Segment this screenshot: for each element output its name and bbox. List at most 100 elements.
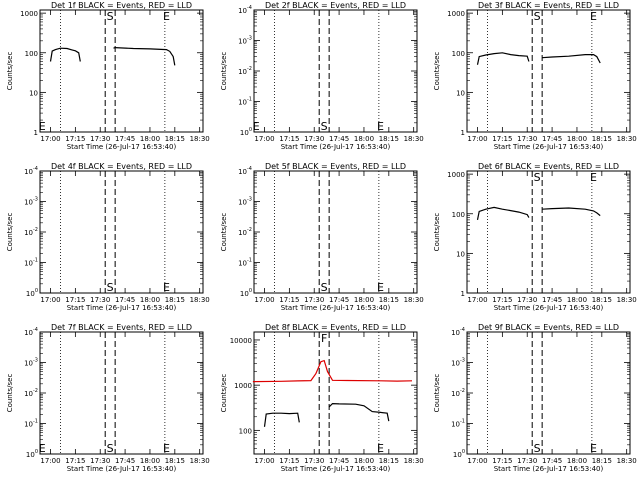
y-tick-label: 100	[239, 427, 252, 435]
series-line	[113, 46, 176, 66]
x-tick-label: 17:15	[492, 296, 512, 304]
y-tick-exponent: -2	[247, 227, 252, 233]
y-tick-label: 10	[456, 89, 465, 97]
event-marker-label: E	[39, 120, 46, 133]
event-marker-label: S	[534, 442, 541, 455]
y-tick-label: 10-1	[238, 97, 252, 107]
y-tick-base: 10	[238, 7, 247, 15]
event-marker-label: E	[163, 281, 170, 294]
y-tick-label: 10-3	[238, 36, 252, 46]
y-tick-base: 10	[451, 390, 460, 398]
y-tick-base: 1	[34, 129, 38, 137]
y-tick-base: 1	[461, 129, 465, 137]
y-tick-base: 10	[238, 38, 247, 46]
y-tick-exponent: -4	[460, 327, 465, 333]
chart-panel: Det 5f BLACK = Events, RED = LLD 17:00 17:…	[220, 162, 424, 312]
chart-panel: Det 1f BLACK = Events, RED = LLD 17:00 17:…	[6, 1, 210, 151]
y-tick-exponent: -3	[247, 197, 252, 203]
y-axis-label: Counts/sec	[433, 213, 441, 252]
y-tick-label: 1	[34, 129, 38, 137]
y-tick-label: 10-3	[238, 197, 252, 207]
x-tick-label: 17:30	[304, 457, 324, 465]
x-tick-label: 18:30	[404, 135, 424, 143]
x-tick-label: 17:30	[517, 296, 537, 304]
y-tick-base: 100	[452, 211, 465, 219]
y-tick-label: 10-3	[24, 358, 38, 368]
y-tick-exponent: -1	[247, 97, 252, 103]
y-tick-label: 10-2	[451, 388, 465, 398]
x-axis-label: Start Time (26-Jul-17 16:53:40)	[494, 465, 604, 473]
y-tick-exponent: -1	[247, 258, 252, 264]
x-tick-label: 17:15	[279, 296, 299, 304]
panel-title: Det 9f BLACK = Events, RED = LLD	[478, 323, 619, 332]
y-tick-label: 10	[456, 250, 465, 258]
x-tick-label: 17:15	[65, 457, 85, 465]
y-tick-exponent: -2	[247, 66, 252, 72]
plot-frame	[253, 170, 418, 294]
y-tick-exponent: -4	[247, 5, 252, 11]
event-marker-label: E	[590, 171, 597, 184]
event-marker-label: S	[534, 171, 541, 184]
x-tick-label: 17:30	[304, 135, 324, 143]
y-tick-base: 10	[24, 199, 33, 207]
event-marker-label: S	[107, 281, 114, 294]
y-tick-base: 10	[453, 451, 462, 459]
y-tick-exponent: -2	[460, 388, 465, 394]
x-tick-label: 18:30	[404, 457, 424, 465]
y-tick-exponent: 0	[35, 288, 38, 294]
y-tick-base: 10	[238, 199, 247, 207]
x-tick-label: 17:45	[115, 135, 135, 143]
plot-frame	[39, 170, 204, 294]
y-tick-base: 10	[238, 168, 247, 176]
y-tick-base: 10	[238, 68, 247, 76]
x-tick-label: 18:30	[617, 135, 637, 143]
y-tick-label: 10-1	[24, 258, 38, 268]
y-tick-base: 1	[461, 290, 465, 298]
y-axis-label: Counts/sec	[6, 374, 14, 413]
series-line	[252, 359, 413, 383]
x-axis-label: Start Time (26-Jul-17 16:53:40)	[67, 465, 177, 473]
chart-panel: Det 7f BLACK = Events, RED = LLD 17:00 17:…	[6, 323, 210, 473]
y-tick-label: 10-2	[24, 388, 38, 398]
y-tick-label: 1000	[447, 10, 465, 18]
y-tick-label: 10-4	[24, 166, 38, 176]
y-tick-exponent: -1	[33, 419, 38, 425]
x-tick-label: 18:00	[354, 457, 374, 465]
plot-frame	[253, 9, 418, 133]
x-tick-label: 17:15	[492, 457, 512, 465]
x-tick-label: 17:45	[329, 457, 349, 465]
event-marker-label: E	[590, 442, 597, 455]
y-tick-label: 100	[26, 449, 38, 459]
y-tick-exponent: 0	[35, 449, 38, 455]
x-tick-label: 17:30	[304, 296, 324, 304]
x-axis-label: Start Time (26-Jul-17 16:53:40)	[67, 143, 177, 151]
x-tick-label: 18:30	[404, 296, 424, 304]
y-tick-exponent: -4	[33, 327, 38, 333]
panel-title: Det 6f BLACK = Events, RED = LLD	[478, 162, 619, 171]
y-tick-label: 10-4	[238, 166, 252, 176]
x-tick-label: 18:00	[354, 135, 374, 143]
y-tick-base: 10	[24, 360, 33, 368]
series-line	[476, 206, 530, 221]
y-tick-base: 10	[26, 290, 35, 298]
x-axis-label: Start Time (26-Jul-17 16:53:40)	[281, 304, 391, 312]
y-tick-base: 100	[239, 427, 252, 435]
x-tick-label: 17:15	[492, 135, 512, 143]
x-tick-label: 18:00	[567, 296, 587, 304]
x-axis-label: Start Time (26-Jul-17 16:53:40)	[494, 304, 604, 312]
y-tick-base: 1000	[234, 382, 252, 390]
y-tick-label: 100	[452, 211, 465, 219]
y-tick-base: 1000	[447, 10, 465, 18]
x-tick-label: 18:00	[354, 296, 374, 304]
y-tick-exponent: -1	[460, 419, 465, 425]
y-tick-base: 10	[26, 451, 35, 459]
y-tick-label: 10-4	[238, 5, 252, 15]
x-tick-label: 17:00	[40, 457, 60, 465]
y-tick-base: 10	[451, 329, 460, 337]
y-tick-base: 100	[452, 50, 465, 58]
x-axis-label: Start Time (26-Jul-17 16:53:40)	[67, 304, 177, 312]
event-marker-label: F	[321, 332, 327, 345]
x-tick-label: 18:00	[140, 457, 160, 465]
panel-title: Det 8f BLACK = Events, RED = LLD	[265, 323, 406, 332]
